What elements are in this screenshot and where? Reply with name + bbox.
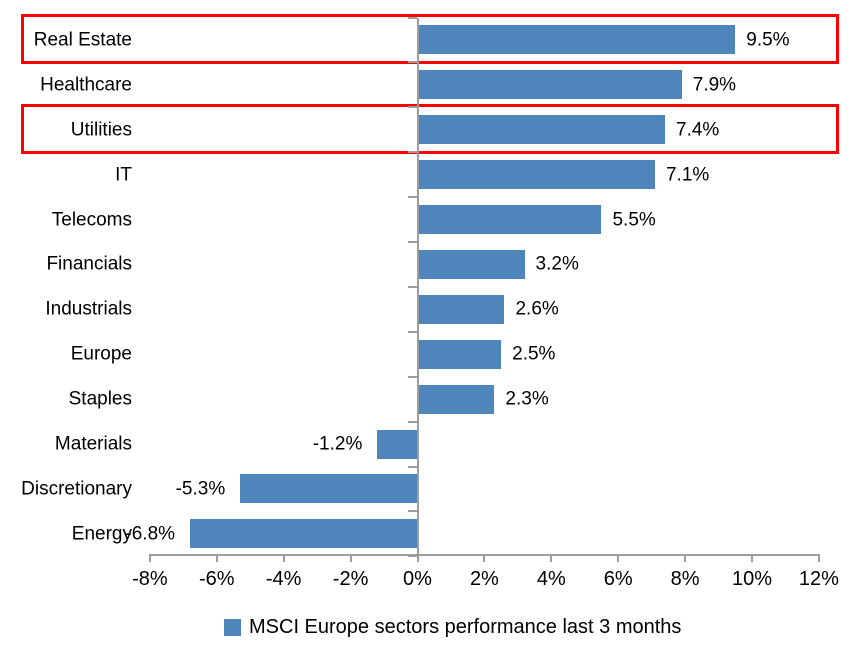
category-label: IT (115, 164, 132, 186)
y-axis-tick (408, 285, 417, 288)
x-tick-label: 0% (403, 568, 432, 590)
x-tick-label: 4% (536, 568, 566, 590)
bar (417, 249, 525, 279)
category-label: Telecoms (51, 209, 132, 231)
legend: MSCI Europe sectors performance last 3 m… (224, 613, 681, 641)
category-label: Europe (70, 343, 132, 365)
y-axis-tick (408, 151, 417, 154)
bar (417, 339, 502, 369)
x-axis-tick (349, 553, 352, 562)
y-axis-tick (408, 241, 417, 243)
y-axis-line (416, 17, 419, 562)
bar (417, 294, 505, 324)
category-label: Utilities (70, 119, 132, 141)
x-axis-tick (215, 553, 218, 562)
value-label: 2.3% (505, 388, 549, 410)
x-tick-label: 2% (469, 568, 499, 590)
category-label: Real Estate (33, 29, 132, 51)
value-label: 7.4% (676, 119, 720, 141)
value-label: -5.3% (175, 478, 226, 500)
x-tick-label: -6% (199, 568, 235, 590)
value-label: 7.1% (665, 164, 710, 186)
bar (417, 115, 666, 145)
bar (417, 205, 602, 235)
legend-label: MSCI Europe sectors performance last 3 m… (249, 615, 682, 638)
bar (240, 474, 418, 504)
y-axis-tick (408, 196, 417, 199)
y-axis-tick (408, 330, 417, 333)
x-tick-label: 10% (731, 568, 773, 590)
x-tick-label: -8% (132, 568, 168, 590)
value-label: 2.5% (512, 343, 556, 365)
y-axis-tick (408, 510, 417, 513)
value-label: 3.2% (535, 253, 579, 275)
x-tick-label: -2% (332, 568, 369, 590)
bar (417, 384, 495, 414)
x-axis-tick (282, 553, 285, 562)
category-label: Financials (46, 253, 132, 275)
x-tick-label: -4% (265, 568, 302, 590)
category-label: Energy (71, 523, 132, 545)
value-label: 2.6% (515, 298, 559, 320)
category-label: Industrials (45, 298, 132, 320)
legend-swatch-icon (224, 618, 241, 636)
value-label: -6.8% (125, 523, 176, 545)
x-axis-tick (148, 553, 151, 562)
x-tick-label: 6% (603, 568, 633, 590)
highlight-box (21, 14, 839, 64)
x-tick-label: 8% (670, 568, 700, 590)
y-axis-tick (408, 375, 417, 378)
bar (377, 429, 418, 459)
value-label: 9.5% (746, 29, 790, 51)
category-label: Discretionary (21, 478, 132, 500)
x-axis-tick (751, 553, 753, 562)
x-tick-label: 12% (798, 568, 839, 590)
x-axis-tick (483, 553, 486, 562)
value-label: 7.9% (692, 74, 737, 96)
bar (417, 25, 736, 55)
bar (190, 519, 418, 549)
highlight-box (21, 103, 839, 154)
y-axis-tick (408, 16, 417, 19)
x-axis-tick (416, 553, 419, 562)
x-axis-tick (550, 553, 553, 562)
y-axis-tick (408, 61, 417, 64)
category-label: Materials (54, 433, 132, 455)
y-axis-tick (408, 555, 417, 558)
y-axis-tick (408, 106, 417, 109)
x-axis-tick (617, 553, 620, 562)
category-label: Healthcare (40, 74, 132, 96)
y-axis-tick (408, 465, 417, 468)
bar (417, 70, 682, 100)
value-label: -1.2% (312, 433, 363, 455)
x-axis-tick (684, 553, 687, 562)
x-axis-tick (817, 553, 820, 562)
bar (417, 160, 655, 190)
category-label: Staples (68, 388, 132, 410)
y-axis-tick (408, 420, 417, 423)
value-label: 5.5% (612, 209, 656, 231)
